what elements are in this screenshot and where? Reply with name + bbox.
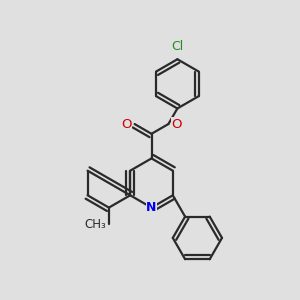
Text: N: N <box>146 201 157 214</box>
Text: Cl: Cl <box>171 40 184 53</box>
Text: O: O <box>171 118 182 130</box>
Text: CH₃: CH₃ <box>85 218 106 231</box>
Text: O: O <box>121 118 132 130</box>
